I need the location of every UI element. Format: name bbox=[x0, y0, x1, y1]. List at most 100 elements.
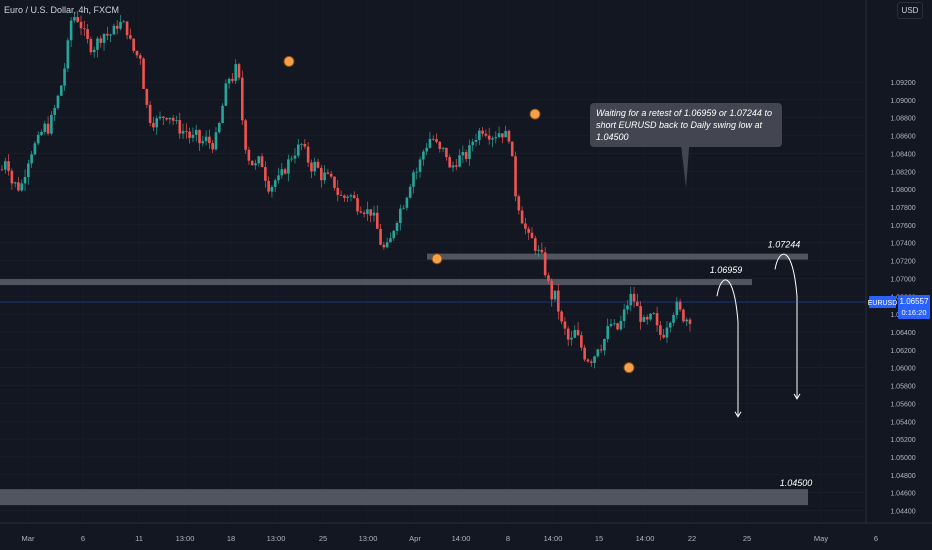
price-tick-label: 1.04400 bbox=[890, 509, 915, 516]
time-axis[interactable] bbox=[0, 523, 932, 550]
candle-body bbox=[23, 177, 27, 184]
time-tick-label: 13:00 bbox=[176, 534, 195, 543]
candle-body bbox=[425, 147, 428, 152]
time-tick-label: 13:00 bbox=[359, 534, 378, 543]
price-tick-label: 1.07000 bbox=[890, 276, 915, 283]
candle-body bbox=[652, 313, 656, 314]
candle-body bbox=[27, 163, 30, 178]
candle-body bbox=[293, 155, 297, 159]
candle-body bbox=[412, 172, 415, 187]
candle-body bbox=[168, 117, 172, 120]
candle-body bbox=[250, 160, 254, 166]
candle-body bbox=[10, 170, 14, 184]
time-tick-label: 18 bbox=[227, 534, 235, 543]
candle-body bbox=[497, 133, 501, 138]
candle-body bbox=[678, 301, 682, 310]
candle-body bbox=[204, 136, 208, 142]
price-tick-label: 1.04800 bbox=[890, 473, 915, 480]
candle-body bbox=[688, 319, 692, 324]
candle-body bbox=[642, 316, 646, 322]
candle-body bbox=[132, 38, 135, 51]
swing-high-marker bbox=[529, 108, 541, 120]
candle-body bbox=[547, 275, 550, 281]
candle-body bbox=[369, 209, 372, 216]
candle-body bbox=[53, 108, 56, 115]
candle-body bbox=[422, 151, 425, 160]
candle-body bbox=[152, 122, 155, 128]
price-tick-label: 1.06400 bbox=[890, 330, 915, 337]
candle-body bbox=[264, 167, 267, 181]
candle-body bbox=[659, 325, 662, 335]
candle-body bbox=[566, 328, 570, 340]
candle-body bbox=[20, 183, 24, 191]
candle-body bbox=[576, 330, 580, 336]
time-tick-label: 13:00 bbox=[267, 534, 286, 543]
candle-body bbox=[514, 156, 517, 197]
candle-body bbox=[501, 133, 504, 138]
candle-body bbox=[540, 249, 544, 253]
candle-body bbox=[599, 349, 603, 351]
price-tick-label: 1.06000 bbox=[890, 366, 915, 373]
candle-body bbox=[672, 314, 675, 323]
price-axis[interactable] bbox=[866, 0, 932, 523]
candle-body bbox=[491, 138, 494, 140]
candle-body bbox=[662, 334, 665, 338]
candle-body bbox=[649, 313, 652, 320]
currency-button[interactable]: USD bbox=[897, 2, 923, 19]
candle-body bbox=[530, 232, 534, 239]
price-tag-value: 1.06557 bbox=[900, 297, 929, 306]
candle-body bbox=[557, 290, 560, 312]
candle-body bbox=[593, 356, 596, 363]
candle-body bbox=[385, 242, 389, 248]
candle-body bbox=[570, 337, 573, 340]
candle-body bbox=[217, 122, 221, 133]
time-tick-label: 6 bbox=[81, 534, 85, 543]
candle-body bbox=[494, 137, 498, 139]
candle-body bbox=[320, 167, 323, 181]
candle-body bbox=[616, 323, 619, 330]
candle-body bbox=[665, 327, 669, 338]
candle-body bbox=[59, 85, 63, 96]
candle-body bbox=[303, 143, 307, 147]
price-tick-label: 1.08800 bbox=[890, 116, 915, 123]
time-tick-label: May bbox=[814, 534, 828, 543]
candle-body bbox=[40, 131, 43, 135]
swing-high-marker bbox=[283, 55, 295, 67]
candle-body bbox=[0, 169, 4, 171]
candle-body bbox=[224, 83, 228, 106]
candle-body bbox=[260, 156, 264, 168]
time-tick-label: 25 bbox=[319, 534, 327, 543]
time-tick-label: 14:00 bbox=[544, 534, 563, 543]
time-tick-label: 22 bbox=[688, 534, 696, 543]
candle-body bbox=[287, 159, 290, 174]
candle-body bbox=[102, 33, 106, 43]
candle-body bbox=[109, 34, 112, 36]
candle-body bbox=[510, 141, 514, 157]
candle-body bbox=[392, 230, 396, 239]
swing-low-marker bbox=[623, 362, 635, 374]
candle-body bbox=[148, 104, 152, 123]
candle-body bbox=[267, 180, 270, 192]
candle-body bbox=[46, 123, 50, 134]
candle-body bbox=[145, 88, 149, 105]
price-tick-label: 1.09200 bbox=[890, 80, 915, 87]
candle-body bbox=[484, 133, 488, 136]
candle-body bbox=[632, 293, 636, 302]
price-tick-label: 1.07600 bbox=[890, 223, 915, 230]
candle-body bbox=[125, 21, 129, 36]
grid bbox=[0, 81, 866, 511]
candle-body bbox=[504, 130, 507, 138]
time-tick-label: 25 bbox=[743, 534, 751, 543]
candle-body bbox=[50, 114, 53, 134]
price-tick-label: 1.08400 bbox=[890, 151, 915, 158]
price-tick-label: 1.05000 bbox=[890, 455, 915, 462]
candle-body bbox=[82, 28, 86, 30]
candle-body bbox=[106, 33, 109, 36]
level-label: 1.07244 bbox=[768, 240, 801, 250]
candle-body bbox=[306, 146, 310, 163]
price-tick-label: 1.05800 bbox=[890, 384, 915, 391]
candle-body bbox=[408, 186, 412, 198]
candle-body bbox=[639, 306, 642, 322]
candle-body bbox=[188, 131, 191, 138]
